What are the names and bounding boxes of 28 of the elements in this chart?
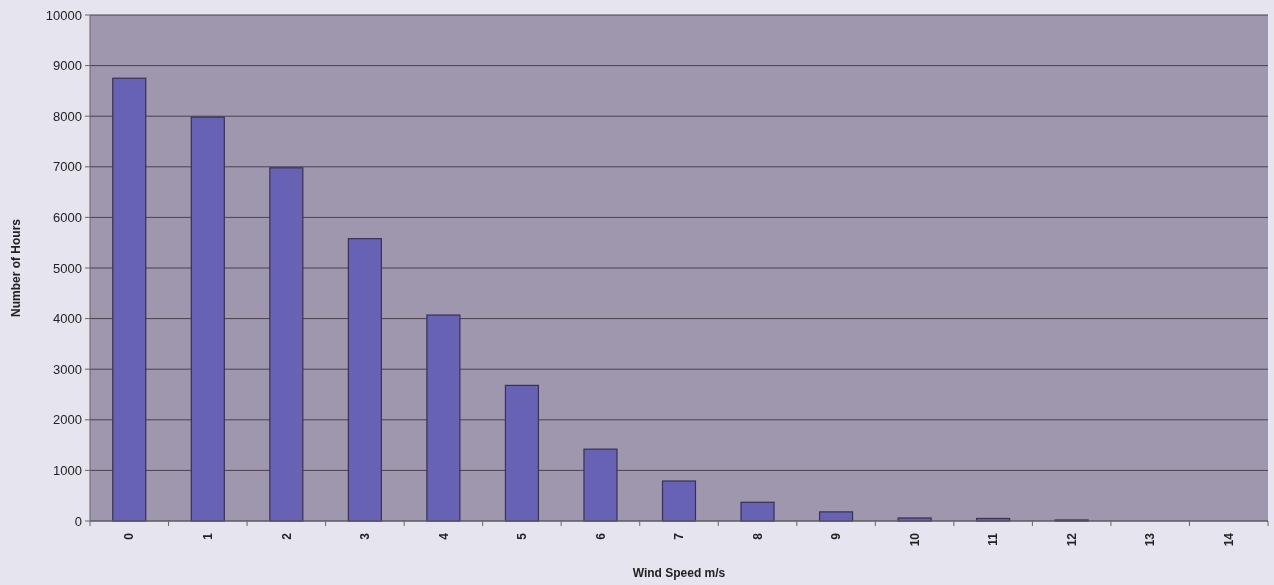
x-tick-label: 2 — [279, 532, 294, 540]
y-tick-label: 4000 — [53, 311, 82, 327]
y-axis-title: Number of Hours — [9, 218, 23, 318]
x-tick-label: 5 — [515, 532, 530, 540]
x-tick-label: 13 — [1143, 532, 1158, 547]
x-tick-label: 9 — [829, 532, 844, 540]
x-tick-label: 1 — [201, 532, 215, 540]
y-tick-label: 3000 — [53, 361, 82, 377]
y-tick-label: 5000 — [53, 260, 82, 276]
x-tick-label: 4 — [436, 532, 451, 540]
x-tick-label: 11 — [986, 532, 1001, 546]
x-tick-label: 3 — [358, 532, 373, 540]
x-tick-label: 14 — [1221, 532, 1236, 547]
x-tick-label: 6 — [593, 532, 608, 540]
y-tick-label: 0 — [74, 513, 82, 529]
y-tick-label: 9000 — [53, 58, 82, 74]
x-tick-label: 0 — [122, 532, 137, 540]
x-tick-label: 8 — [750, 532, 765, 540]
x-tick-label: 7 — [672, 532, 687, 540]
y-tick-label: 8000 — [53, 108, 82, 124]
y-tick-label: 1000 — [53, 462, 82, 478]
y-tick-label: 7000 — [53, 159, 82, 175]
y-tick-label: 2000 — [53, 412, 82, 428]
y-tick-label: 10000 — [45, 7, 82, 23]
x-tick-label: 10 — [907, 532, 922, 547]
x-tick-label: 12 — [1064, 532, 1079, 547]
y-tick-label: 6000 — [53, 209, 82, 225]
x-axis-title: Wind Speed m/s — [632, 566, 726, 580]
